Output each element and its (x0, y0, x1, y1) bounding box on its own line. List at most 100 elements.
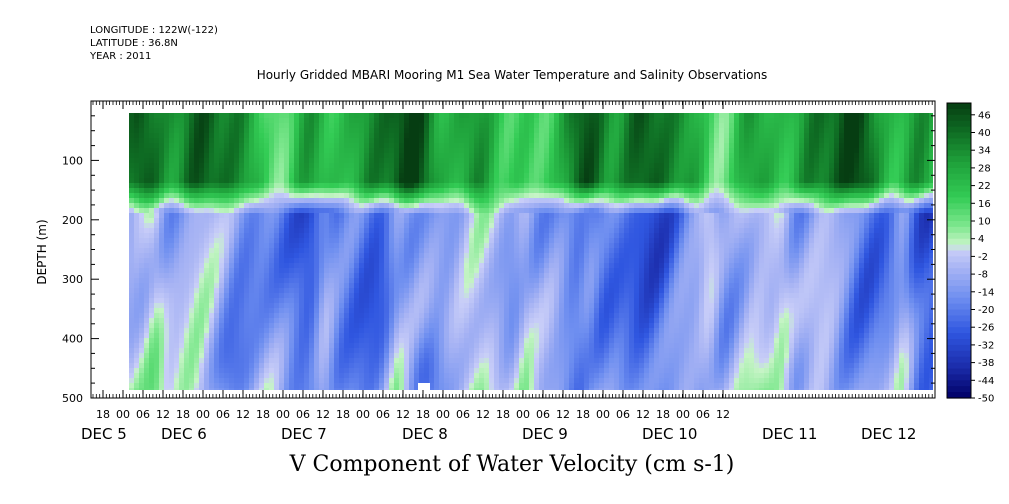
heatmap-cell (164, 153, 170, 159)
heatmap-cell (789, 173, 795, 179)
heatmap-cell (864, 133, 870, 139)
heatmap-cell (649, 178, 655, 184)
heatmap-cell (324, 243, 330, 249)
heatmap-cell (599, 193, 605, 199)
heatmap-cell (384, 203, 390, 209)
heatmap-cell (149, 178, 155, 184)
heatmap-cell (694, 253, 700, 259)
heatmap-cell (389, 233, 395, 239)
heatmap-cell (909, 228, 915, 234)
heatmap-cell (219, 148, 225, 154)
heatmap-cell (169, 143, 175, 149)
heatmap-cell (664, 178, 670, 184)
heatmap-cell (759, 143, 765, 149)
heatmap-cell (844, 228, 850, 234)
heatmap-cell (589, 218, 595, 224)
heatmap-cell (244, 113, 250, 119)
heatmap-cell (709, 223, 715, 229)
heatmap-cell (714, 133, 720, 139)
heatmap-cell (329, 223, 335, 229)
heatmap-cell (849, 188, 855, 194)
heatmap-cell (424, 138, 430, 144)
heatmap-cell (734, 183, 740, 189)
heatmap-cell (589, 163, 595, 169)
heatmap-cell (479, 158, 485, 164)
heatmap-cell (529, 158, 535, 164)
heatmap-cell (349, 173, 355, 179)
heatmap-cell (639, 178, 645, 184)
heatmap-cell (229, 178, 235, 184)
heatmap-cell (604, 238, 610, 244)
heatmap-cell (489, 218, 495, 224)
heatmap-cell (404, 183, 410, 189)
heatmap-cell (304, 153, 310, 159)
heatmap-cell (924, 148, 930, 154)
heatmap-cell (924, 188, 930, 194)
heatmap-cell (779, 258, 785, 264)
heatmap-cell (454, 233, 460, 239)
heatmap-cell (699, 158, 705, 164)
heatmap-cell (259, 223, 265, 229)
heatmap-cell (209, 208, 215, 214)
heatmap-cell (369, 153, 375, 159)
heatmap-cell (409, 173, 415, 179)
heatmap-cell (829, 158, 835, 164)
heatmap-cell (534, 218, 540, 224)
heatmap-cell (274, 143, 280, 149)
heatmap-cell (339, 178, 345, 184)
heatmap-cell (709, 138, 715, 144)
heatmap-cell (869, 223, 875, 229)
heatmap-cell (889, 113, 895, 119)
heatmap-cell (384, 238, 390, 244)
heatmap-cell (884, 133, 890, 139)
heatmap-cell (724, 138, 730, 144)
heatmap-cell (259, 138, 265, 144)
heatmap-cell (129, 133, 135, 139)
heatmap-cell (359, 123, 365, 129)
heatmap-cell (904, 213, 910, 219)
heatmap-cell (324, 228, 330, 234)
heatmap-cell (859, 198, 865, 204)
heatmap-cell (734, 223, 740, 229)
heatmap-cell (634, 188, 640, 194)
heatmap-cell (354, 223, 360, 229)
heatmap-cell (484, 253, 490, 259)
heatmap-cell (224, 218, 230, 224)
heatmap-cell (279, 178, 285, 184)
heatmap-cell (134, 258, 140, 264)
heatmap-cell (529, 178, 535, 184)
heatmap-cell (734, 128, 740, 134)
heatmap-cell (134, 183, 140, 189)
heatmap-cell (864, 118, 870, 124)
heatmap-cell (829, 203, 835, 209)
heatmap-cell (634, 253, 640, 259)
heatmap-cell (679, 213, 685, 219)
heatmap-cell (489, 213, 495, 219)
heatmap-cell (284, 173, 290, 179)
heatmap-cell (364, 168, 370, 174)
heatmap-cell (759, 213, 765, 219)
heatmap-cell (349, 213, 355, 219)
heatmap-cell (619, 238, 625, 244)
heatmap-cell (674, 178, 680, 184)
heatmap-cell (749, 203, 755, 209)
heatmap-cell (869, 238, 875, 244)
heatmap-cell (304, 248, 310, 254)
heatmap-cell (849, 258, 855, 264)
heatmap-cell (234, 173, 240, 179)
heatmap-cell (764, 123, 770, 129)
heatmap-cell (884, 173, 890, 179)
heatmap-cell (539, 173, 545, 179)
heatmap-cell (924, 138, 930, 144)
heatmap-cell (599, 258, 605, 264)
heatmap-cell (929, 243, 933, 249)
heatmap-cell (884, 233, 890, 239)
heatmap-cell (354, 138, 360, 144)
heatmap-cell (439, 253, 445, 259)
heatmap-cell (769, 153, 775, 159)
heatmap-cell (704, 113, 710, 119)
heatmap-cell (459, 263, 465, 269)
heatmap-cell (504, 148, 510, 154)
heatmap-cell (334, 253, 340, 259)
heatmap-cell (844, 128, 850, 134)
